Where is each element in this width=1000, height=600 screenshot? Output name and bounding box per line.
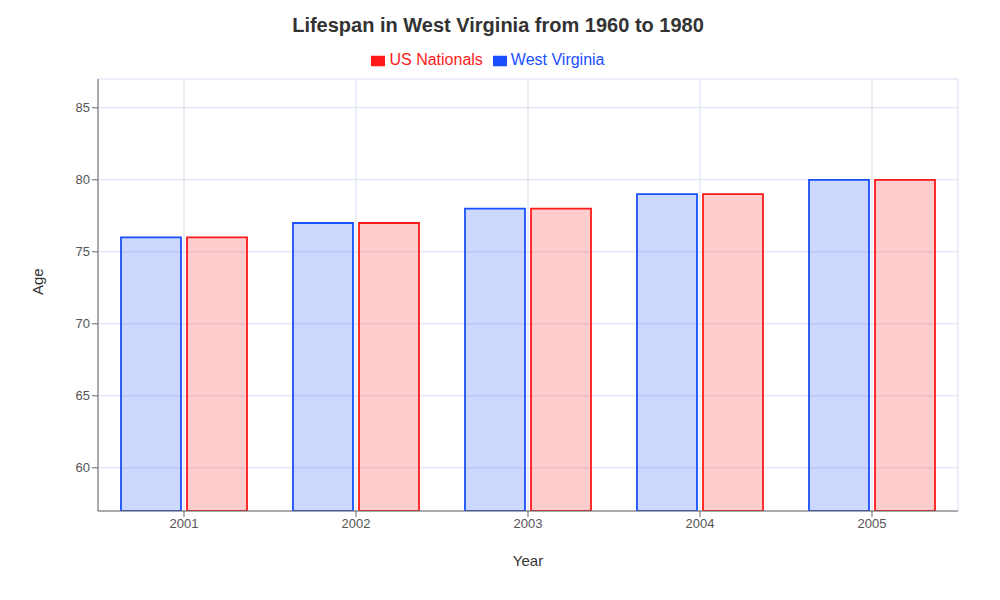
svg-text:85: 85 [76,100,90,115]
html-text:Lifespan in West Virginia from: Lifespan in West Virginia from 1960 to 1… [292,14,704,36]
svg-text:2004: 2004 [686,516,715,531]
svg-text:2005: 2005 [858,516,887,531]
svg-text:75: 75 [76,244,90,259]
html-text:West Virginia: West Virginia [510,51,605,68]
svg-text:60: 60 [76,460,90,475]
svg-text:80: 80 [76,172,90,187]
svg-text:70: 70 [76,316,90,331]
svg-text:Year: Year [513,552,543,569]
svg-text:65: 65 [76,388,90,403]
svg-text:Age: Age [29,268,46,295]
svg-text:2001: 2001 [170,516,199,531]
svg-text:2002: 2002 [342,516,371,531]
html-text:US Nationals: US Nationals [389,51,483,68]
svg-text:2003: 2003 [514,516,543,531]
